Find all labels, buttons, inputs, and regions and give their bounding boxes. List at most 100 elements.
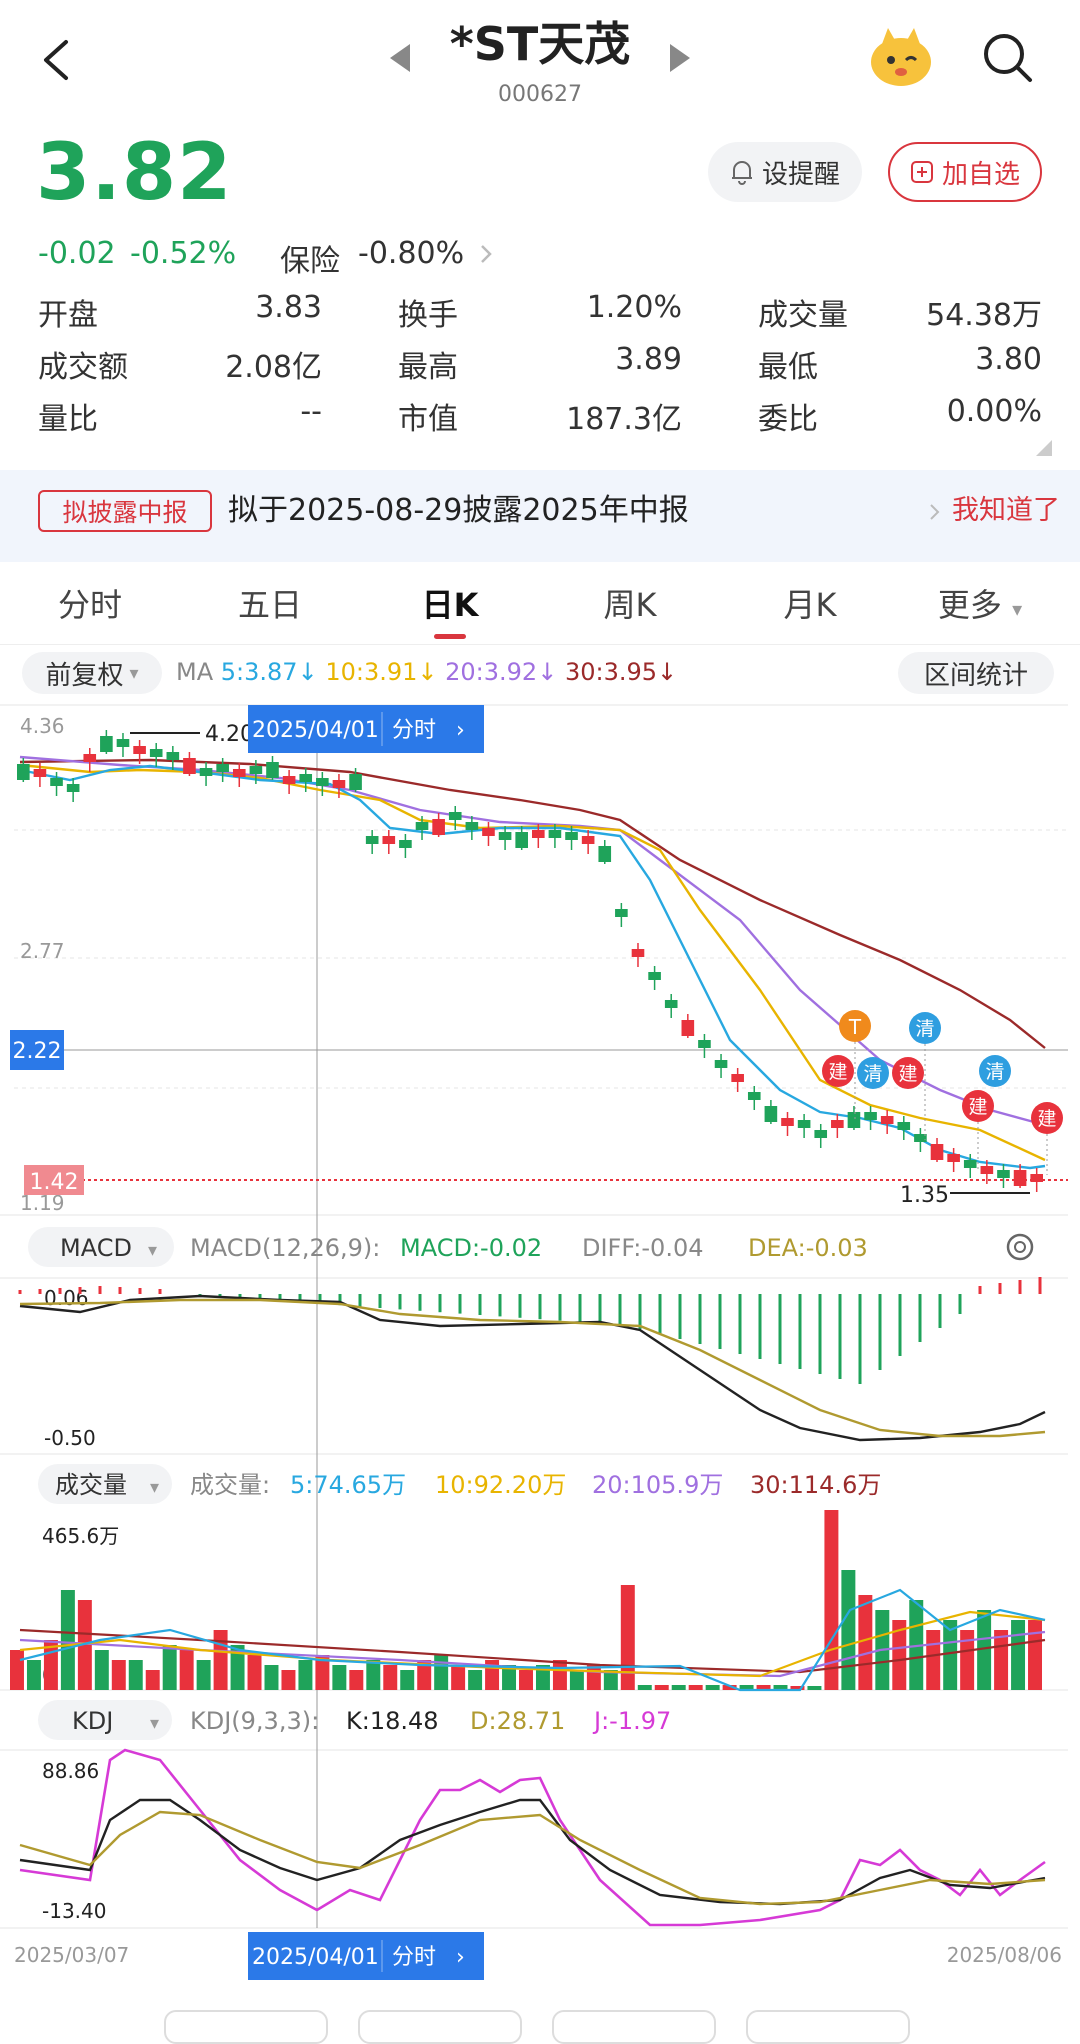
candle-body (316, 778, 329, 786)
expand-corner-icon[interactable] (1036, 440, 1052, 456)
candle-body (33, 769, 47, 777)
candle-body (764, 1106, 778, 1122)
kdj-j-line (19, 1748, 1046, 1927)
mascot-icon[interactable] (866, 22, 936, 92)
kdj-d-line (19, 1810, 1046, 1906)
volume-bar (60, 1590, 75, 1690)
kdj-j: J:-1.97 (592, 1707, 671, 1735)
volume-bar (722, 1685, 737, 1690)
plus-box-icon (910, 161, 933, 183)
stat-value-order-ratio: 0.00% (946, 394, 1042, 429)
volume-name: 成交量 (55, 1471, 127, 1499)
stat-label-market-cap: 市值 (398, 402, 458, 437)
candle-body (731, 1074, 744, 1082)
marker-clear (909, 1012, 941, 1044)
prev-stock-arrow-icon[interactable] (390, 44, 410, 72)
candle-body (1013, 1170, 1027, 1186)
volume-30: 30:114.6万 (750, 1471, 881, 1499)
marker-t (839, 1010, 871, 1042)
stat-value-volume: 54.38万 (926, 298, 1042, 333)
kdj-name: KDJ (72, 1707, 113, 1735)
kline-chart[interactable]: 4.36 2.77 1.19 4.20 1.35 2.22 1.42 2025/… (0, 700, 1080, 2010)
tab-daily-k[interactable]: 日K (421, 586, 479, 624)
candle-body (997, 1170, 1010, 1178)
crosshair-intraday-link: 分时 (392, 718, 436, 743)
bottom-action-button[interactable] (552, 2010, 716, 2044)
candle-body (266, 762, 279, 778)
candle-body (199, 768, 213, 776)
adjust-dropdown[interactable]: 前复权 ▾ (22, 652, 162, 694)
svg-text:建: 建 (1037, 1108, 1056, 1130)
volume-bar (773, 1685, 788, 1690)
sector-name[interactable]: 保险 (280, 244, 340, 279)
tab-monthly-k[interactable]: 月K (783, 586, 837, 624)
back-arrow-icon[interactable] (30, 30, 90, 90)
volume-bar (366, 1660, 381, 1690)
volume-bar (977, 1610, 992, 1690)
arrow-down-icon: ↓ (537, 658, 558, 686)
candle-body (299, 774, 313, 782)
svg-text:清: 清 (863, 1063, 882, 1085)
kdj-y-bottom: -13.40 (42, 1899, 106, 1923)
range-stats-button[interactable]: 区间统计 (898, 652, 1054, 694)
set-alert-button[interactable]: 设提醒 (708, 142, 862, 202)
search-icon[interactable] (978, 28, 1038, 88)
volume-bar (502, 1665, 517, 1690)
volume-bar (603, 1670, 618, 1690)
volume-bar (111, 1660, 126, 1690)
volume-bar (162, 1645, 177, 1690)
macd-y-bottom: -0.50 (44, 1426, 96, 1450)
notice-dismiss-button[interactable]: 我知道了 (952, 495, 1060, 526)
tab-intraday[interactable]: 分时 (57, 586, 122, 624)
tab-weekly-k[interactable]: 周K (603, 586, 657, 624)
volume-bar (620, 1585, 635, 1690)
volume-bar (926, 1630, 941, 1690)
candle-body (598, 846, 612, 862)
volume-bar (519, 1670, 533, 1690)
candle-body (880, 1116, 894, 1124)
next-stock-arrow-icon[interactable] (670, 44, 690, 72)
stock-title: *ST天茂 (449, 17, 631, 71)
macd-diff: DIFF:-0.04 (582, 1234, 704, 1262)
ma5-value: 5:3.87 (220, 658, 298, 686)
stat-label-turnover: 换手 (398, 298, 458, 333)
volume-bar (1028, 1620, 1042, 1690)
crosshair-date-tag (248, 705, 484, 753)
tab-five-day[interactable]: 五日 (237, 586, 302, 624)
candle-body (747, 1092, 761, 1100)
tab-more[interactable]: 更多 ▾ (915, 580, 1045, 626)
notice-tag: 拟披露中报 (38, 490, 212, 532)
chevron-right-icon: › (456, 718, 465, 743)
ma-legend: MA 5:3.87↓ 10:3.91↓ 20:3.92↓ 30:3.95↓ (176, 658, 677, 686)
kdj-y-top: 88.86 (42, 1759, 99, 1783)
chevron-right-icon: › (456, 1945, 465, 1970)
candle-body (448, 812, 462, 820)
add-watchlist-button[interactable]: 加自选 (888, 142, 1042, 202)
candle-body (232, 769, 246, 777)
ma20-value: 20:3.92 (445, 658, 538, 686)
macd-diff-line (19, 1294, 1046, 1442)
candle-body (548, 830, 562, 838)
chevron-right-icon[interactable] (478, 242, 494, 266)
kdj-k: K:18.48 (346, 1707, 439, 1735)
ma20-line (19, 755, 1046, 1127)
candle-body (50, 778, 63, 786)
bottom-action-button[interactable] (164, 2010, 328, 2044)
volume-bar (315, 1655, 330, 1690)
volume-bar (400, 1670, 415, 1690)
current-price-tag (24, 1165, 84, 1195)
bottom-action-button[interactable] (746, 2010, 910, 2044)
set-alert-label: 设提醒 (761, 159, 840, 190)
sector-change-pct[interactable]: -0.80% (358, 236, 465, 271)
kdj-dropdown (38, 1700, 172, 1740)
bottom-intraday-link: 分时 (392, 1945, 436, 1970)
crosshair-price-text: 2.22 (13, 1039, 62, 1064)
candle-body (797, 1120, 811, 1128)
candle-body (66, 784, 80, 792)
stat-label-amount: 成交额 (38, 350, 128, 385)
volume-bar (688, 1685, 703, 1690)
candle-body (814, 1130, 828, 1138)
volume-prefix: 成交量: (190, 1471, 270, 1499)
stat-value-high: 3.89 (615, 342, 682, 377)
bottom-action-button[interactable] (358, 2010, 522, 2044)
